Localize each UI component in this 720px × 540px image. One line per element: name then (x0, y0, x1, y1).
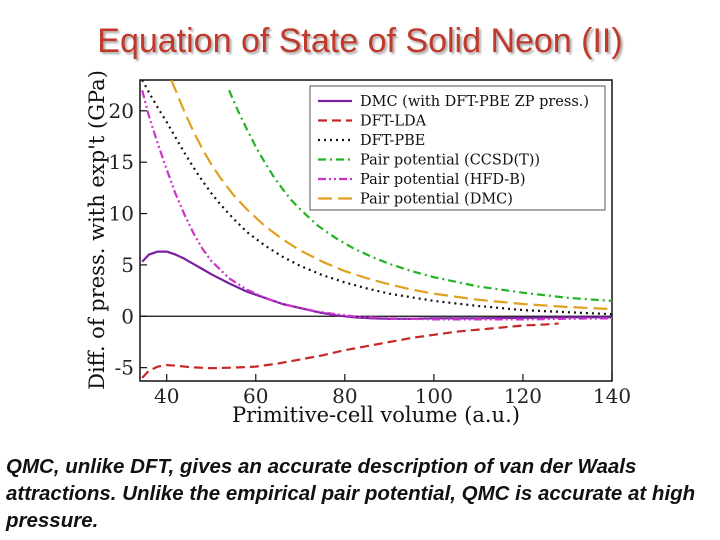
legend-label-1: DFT-LDA (360, 114, 427, 130)
caption: QMC, unlike DFT, gives an accurate descr… (6, 455, 696, 532)
y-tick-label-4: 15 (109, 150, 134, 174)
x-tick-label-4: 120 (504, 384, 542, 408)
legend-label-3: Pair potential (CCSD(T)) (360, 153, 540, 169)
y-tick-label-5: 20 (109, 99, 134, 123)
x-tick-label-2: 80 (332, 384, 357, 408)
series-line-3 (228, 89, 612, 302)
y-tick-label-2: 5 (121, 253, 134, 277)
series-line-1 (141, 322, 559, 379)
legend: DMC (with DFT-PBE ZP press.) DFT-LDA DFT-P… (309, 85, 606, 211)
y-tick-label-3: 10 (109, 202, 134, 226)
legend-label-2: DFT-PBE (360, 133, 425, 149)
legend-label-5: Pair potential (DMC) (360, 192, 513, 208)
x-tick-label-3: 100 (415, 384, 453, 408)
series-line-4 (141, 90, 612, 321)
legend-box (309, 85, 606, 211)
y-tick-label-1: 0 (121, 304, 134, 328)
legend-label-4: Pair potential (HFD-B) (360, 172, 526, 188)
x-tick-label-0: 40 (154, 384, 179, 408)
slide-title: Equation of State of Solid Neon (II) (97, 22, 623, 60)
series-line-0 (141, 250, 612, 320)
y-tick-label-0: -5 (115, 356, 134, 380)
x-tick-label-1: 60 (243, 384, 268, 408)
y-axis-label: Diff. of press. with exp't (GPa) (85, 70, 109, 390)
legend-label-0: DMC (with DFT-PBE ZP press.) (360, 94, 589, 110)
x-axis-label: Primitive-cell volume (a.u.) (232, 403, 520, 427)
series-line-5 (170, 80, 612, 311)
plot-frame (139, 79, 613, 382)
pressure-difference-chart: 40 60 80 100 120 140 -5 0 5 10 15 20 Primitive-cell… (85, 70, 631, 427)
x-tick-label-5: 140 (593, 384, 631, 408)
